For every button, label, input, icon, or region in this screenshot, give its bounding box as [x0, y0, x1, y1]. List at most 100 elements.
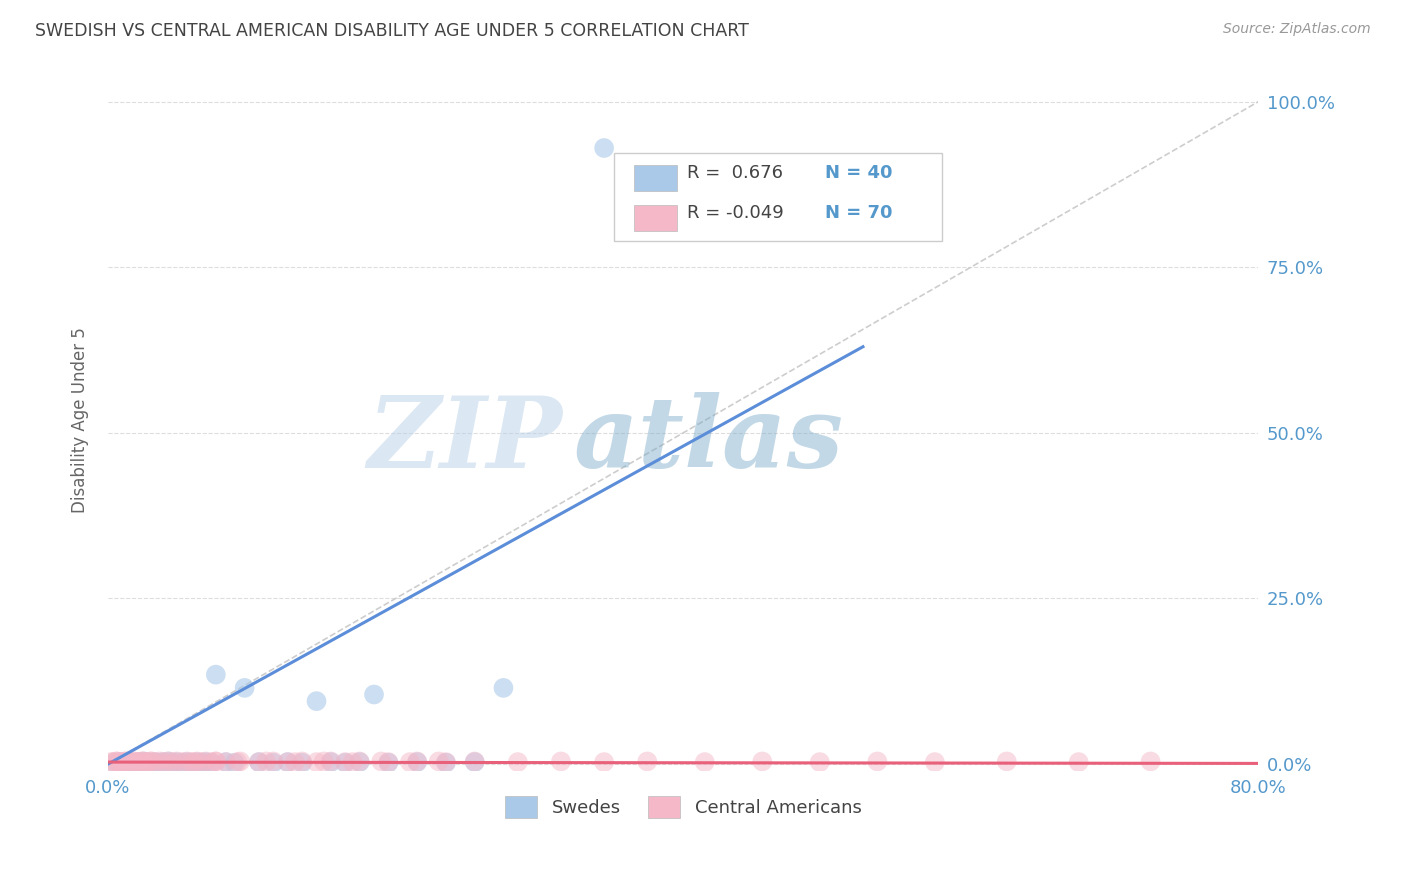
Point [148, 756, 170, 770]
FancyBboxPatch shape [634, 165, 678, 191]
Point [233, 681, 256, 695]
Point [162, 756, 184, 770]
Point [180, 755, 202, 769]
Point [205, 667, 228, 681]
Point [122, 756, 145, 770]
Point [434, 755, 457, 769]
Point [114, 755, 136, 769]
Point [194, 755, 217, 769]
Point [127, 755, 149, 769]
Point [190, 755, 212, 769]
Point [406, 755, 429, 769]
Point [924, 755, 946, 769]
Point [172, 756, 194, 770]
Point [224, 756, 246, 770]
Point [254, 755, 277, 769]
Point [200, 755, 222, 769]
Point [152, 755, 174, 769]
Point [135, 755, 157, 769]
Point [118, 755, 141, 769]
Point [464, 755, 486, 769]
Point [636, 755, 658, 769]
Text: N = 70: N = 70 [825, 204, 893, 222]
Point [108, 755, 131, 769]
Y-axis label: Disability Age Under 5: Disability Age Under 5 [72, 326, 89, 513]
Point [139, 755, 162, 769]
Point [110, 755, 132, 769]
Point [335, 756, 357, 770]
Text: atlas: atlas [574, 392, 844, 489]
Point [342, 755, 364, 769]
Point [305, 755, 328, 769]
Point [176, 755, 198, 769]
Point [319, 755, 342, 769]
Legend: Swedes, Central Americans: Swedes, Central Americans [498, 789, 869, 825]
Point [131, 755, 153, 769]
Point [247, 755, 270, 769]
Point [172, 755, 194, 769]
Point [262, 755, 284, 769]
Point [186, 755, 208, 769]
Text: ZIP: ZIP [367, 392, 562, 489]
Point [145, 755, 167, 769]
Point [247, 755, 270, 769]
Point [135, 755, 157, 769]
Point [335, 755, 357, 769]
Point [305, 694, 328, 708]
Point [118, 755, 141, 769]
Point [157, 755, 180, 769]
Point [205, 755, 228, 769]
Point [114, 756, 136, 770]
Point [377, 756, 399, 770]
Point [277, 755, 299, 769]
Point [492, 681, 515, 695]
Text: R =  0.676: R = 0.676 [686, 164, 783, 182]
Point [434, 756, 457, 770]
Point [370, 755, 392, 769]
Text: SWEDISH VS CENTRAL AMERICAN DISABILITY AGE UNDER 5 CORRELATION CHART: SWEDISH VS CENTRAL AMERICAN DISABILITY A… [35, 22, 749, 40]
Point [262, 756, 284, 770]
Point [114, 755, 136, 769]
Point [162, 755, 184, 769]
Point [593, 755, 616, 769]
Point [550, 755, 572, 769]
Point [319, 755, 342, 769]
Point [127, 755, 149, 769]
Point [406, 755, 429, 769]
Point [995, 755, 1018, 769]
Point [128, 755, 150, 769]
Point [464, 755, 486, 769]
Point [122, 755, 145, 769]
Point [105, 755, 128, 769]
Point [118, 755, 141, 769]
Point [149, 755, 172, 769]
Point [349, 755, 371, 769]
Point [866, 755, 889, 769]
Point [157, 755, 180, 769]
Point [291, 755, 314, 769]
Point [131, 755, 153, 769]
Point [751, 755, 773, 769]
Point [183, 755, 205, 769]
Point [693, 755, 716, 769]
Point [186, 755, 208, 769]
Point [136, 756, 159, 770]
FancyBboxPatch shape [614, 153, 942, 241]
Point [180, 756, 202, 770]
Point [291, 756, 314, 770]
Point [593, 141, 616, 155]
Point [277, 755, 299, 769]
Point [101, 755, 124, 769]
Text: N = 40: N = 40 [825, 164, 893, 182]
Point [166, 755, 188, 769]
Point [349, 755, 371, 769]
Point [506, 755, 529, 769]
Point [104, 756, 127, 770]
Point [377, 755, 399, 769]
Text: R = -0.049: R = -0.049 [686, 204, 783, 222]
Point [215, 755, 238, 769]
Point [132, 755, 155, 769]
Text: Source: ZipAtlas.com: Source: ZipAtlas.com [1223, 22, 1371, 37]
Point [194, 755, 217, 769]
Point [105, 755, 128, 769]
